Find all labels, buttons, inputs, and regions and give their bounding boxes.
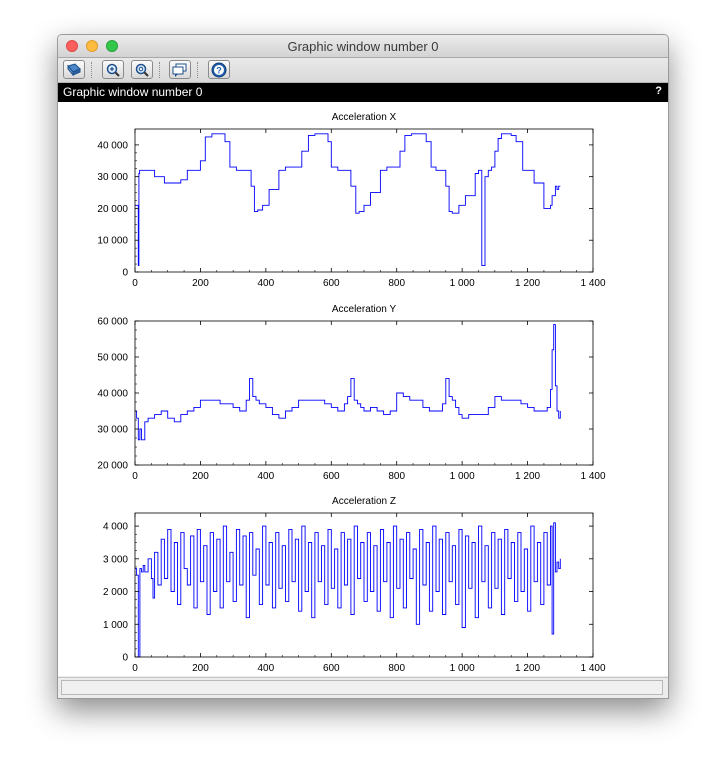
- x-tick-label: 600: [323, 663, 340, 674]
- svg-text:?: ?: [216, 65, 222, 75]
- y-tick-label: 0: [122, 653, 128, 664]
- x-tick-label: 800: [388, 278, 405, 289]
- x-tick-label: 1 000: [450, 471, 475, 482]
- status-field: [61, 680, 663, 695]
- plot-area: Acceleration X 0 200 400 600 800 1 000 1 200 1 4…: [58, 102, 668, 676]
- help-button[interactable]: ?: [208, 60, 230, 79]
- x-tick-label: 800: [388, 663, 405, 674]
- y-tick-label: 40 000: [97, 140, 128, 151]
- window-title: Graphic window number 0: [287, 39, 439, 54]
- axes-frame: [134, 128, 594, 273]
- help-icon: ?: [211, 62, 227, 77]
- x-tick-label: 1 400: [580, 663, 605, 674]
- x-tick-label: 400: [258, 278, 275, 289]
- figure-title-bar: Graphic window number 0 ?: [58, 83, 668, 102]
- y-tick-label: 2 000: [103, 587, 128, 598]
- x-tick-label: 1 400: [580, 278, 605, 289]
- toolbar-separator: [197, 62, 199, 78]
- series-line: [135, 133, 561, 267]
- toolbar: ?: [58, 58, 668, 83]
- plots-canvas: Acceleration X 0 200 400 600 800 1 000 1 200 1 4…: [97, 112, 606, 674]
- x-tick-label: 800: [388, 471, 405, 482]
- y-tick-label: 20 000: [97, 204, 128, 215]
- chart-2: Acceleration Y 0 200 400 600 800 1 000 1 200 1 4…: [97, 304, 606, 482]
- y-tick-label: 30 000: [97, 172, 128, 183]
- axes-frame: [134, 320, 594, 466]
- y-tick-label: 50 000: [97, 353, 128, 364]
- x-tick-label: 1 400: [580, 471, 605, 482]
- y-tick-label: 3 000: [103, 554, 128, 565]
- x-tick-label: 400: [258, 471, 275, 482]
- y-tick-label: 1 000: [103, 620, 128, 631]
- unzoom-icon: [135, 63, 149, 77]
- graphic-window: Graphic window number 0: [57, 34, 669, 699]
- x-tick-label: 400: [258, 663, 275, 674]
- zoom-button[interactable]: [102, 60, 124, 79]
- x-tick-label: 1 200: [515, 471, 540, 482]
- y-tick-label: 0: [122, 268, 128, 279]
- x-tick-label: 1 200: [515, 663, 540, 674]
- x-tick-label: 200: [192, 663, 209, 674]
- minimize-window-button[interactable]: [86, 40, 98, 52]
- x-tick-label: 200: [192, 278, 209, 289]
- y-tick-label: 40 000: [97, 389, 128, 400]
- y-tick-label: 4 000: [103, 522, 128, 533]
- window-titlebar[interactable]: Graphic window number 0: [58, 35, 668, 58]
- x-tick-label: 600: [323, 471, 340, 482]
- y-tick-label: 10 000: [97, 236, 128, 247]
- chart-title: Acceleration Z: [332, 496, 396, 507]
- datatip-button[interactable]: [169, 60, 191, 79]
- figure-title: Graphic window number 0: [63, 85, 203, 99]
- x-tick-label: 1 000: [450, 278, 475, 289]
- chart-title: Acceleration X: [332, 112, 397, 123]
- x-tick-label: 0: [132, 278, 138, 289]
- unzoom-button[interactable]: [131, 60, 153, 79]
- y-tick-label: 20 000: [97, 461, 128, 472]
- x-tick-label: 1 200: [515, 278, 540, 289]
- toolbar-separator: [91, 62, 93, 78]
- close-window-button[interactable]: [66, 40, 78, 52]
- x-tick-label: 0: [132, 471, 138, 482]
- zoom-icon: [106, 63, 120, 77]
- toolbar-separator: [159, 62, 161, 78]
- series-line: [135, 324, 561, 441]
- series-line: [135, 522, 561, 658]
- y-tick-label: 60 000: [97, 317, 128, 328]
- chart-3: Acceleration Z 0 200 400 600 800 1 000 1 200 1 4…: [103, 496, 606, 674]
- rotate-icon: [67, 62, 81, 76]
- datatip-icon: [172, 63, 187, 77]
- chart-title: Acceleration Y: [332, 304, 397, 315]
- zoom-window-button[interactable]: [106, 40, 118, 52]
- x-tick-label: 200: [192, 471, 209, 482]
- y-tick-label: 30 000: [97, 425, 128, 436]
- rotate-button[interactable]: [63, 60, 85, 79]
- x-tick-label: 600: [323, 278, 340, 289]
- figure-help-icon[interactable]: ?: [655, 85, 662, 97]
- chart-1: Acceleration X 0 200 400 600 800 1 000 1 200 1 4…: [97, 112, 606, 289]
- x-tick-label: 0: [132, 663, 138, 674]
- x-tick-label: 1 000: [450, 663, 475, 674]
- status-bar: [58, 677, 668, 698]
